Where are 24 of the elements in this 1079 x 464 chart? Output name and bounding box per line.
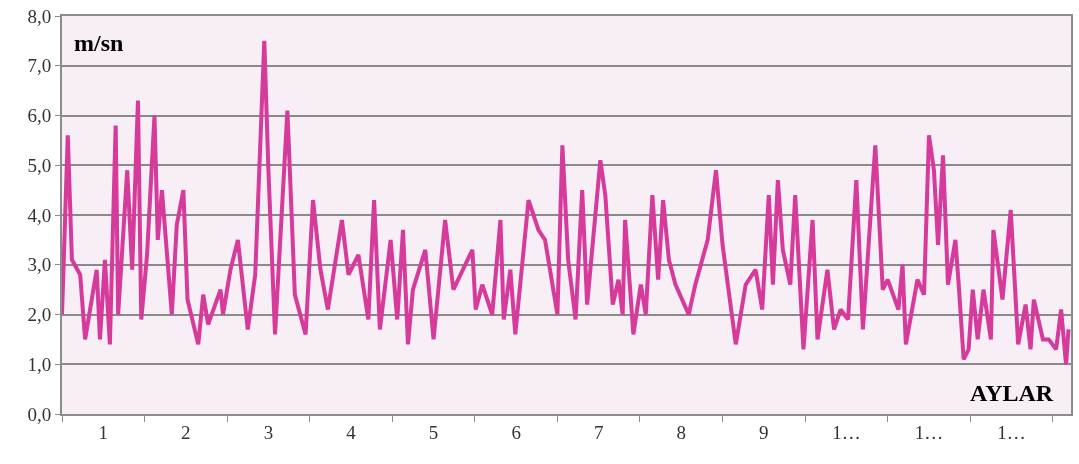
y-tick-label: 7,0 bbox=[27, 55, 52, 77]
x-tick-label: 2 bbox=[181, 421, 191, 443]
x-tick-label: 1 bbox=[98, 421, 109, 443]
y-axis-title: m/sn bbox=[74, 30, 124, 56]
x-axis-title: AYLAR bbox=[970, 380, 1054, 406]
line-series bbox=[62, 38, 1071, 367]
y-tick-label: 6,0 bbox=[27, 105, 52, 127]
y-tick-label: 1,0 bbox=[27, 353, 52, 375]
x-tick-label: 7 bbox=[593, 421, 604, 443]
x-tick-label: 6 bbox=[511, 421, 521, 443]
x-tick-label: 5 bbox=[428, 421, 439, 443]
y-tick-label: 3,0 bbox=[27, 254, 52, 276]
y-tick-label: 8,0 bbox=[27, 5, 52, 27]
y-tick-label: 0,0 bbox=[27, 403, 52, 425]
x-tick-label: 3 bbox=[263, 421, 274, 443]
x-tick-label: 1… bbox=[832, 421, 861, 443]
x-tick-label: 9 bbox=[759, 421, 769, 443]
x-tick-label: 8 bbox=[676, 421, 687, 443]
x-tick-label: 1… bbox=[914, 421, 944, 443]
x-tick-label: 4 bbox=[346, 421, 357, 443]
y-tick-label: 4,0 bbox=[27, 204, 52, 226]
y-tick-label: 5,0 bbox=[27, 154, 52, 176]
x-tick-label: 1… bbox=[997, 421, 1026, 443]
y-tick-label: 2,0 bbox=[27, 304, 52, 326]
